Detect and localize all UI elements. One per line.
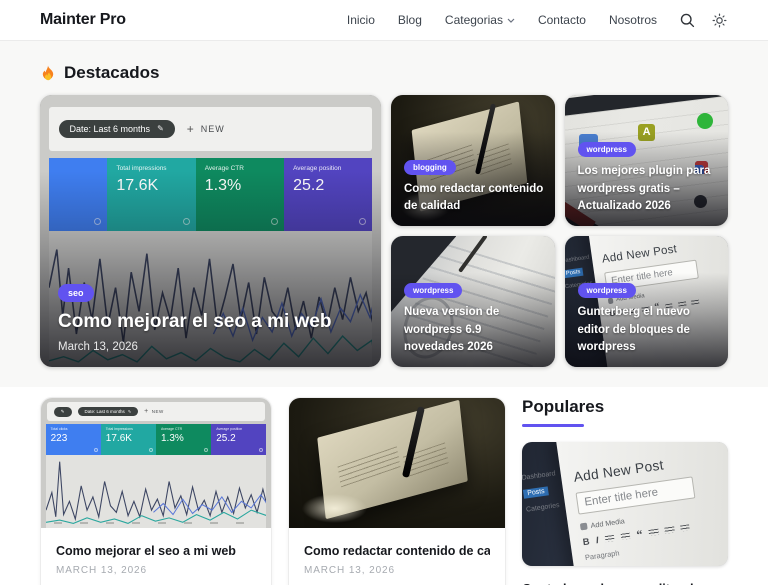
recent-posts-section: ✎ Date: Last 6 months ✎ + NEW Total clicks…	[0, 387, 768, 585]
popular-post-title[interactable]: Gunterberg el nuevo editor de bloques de…	[522, 580, 728, 585]
image-gradient-overlay	[391, 236, 555, 367]
post-title[interactable]: Los mejores plugin para wordpress gratis…	[577, 165, 711, 212]
image-gradient-overlay	[564, 236, 728, 367]
main-nav: Inicio Blog Categorias Contacto Nosotros	[347, 13, 657, 27]
populares-heading: Populares	[522, 397, 605, 416]
populares-sidebar: Populares Dashboard Posts Categories Add…	[522, 397, 728, 585]
post-title[interactable]: Como redactar contenido de calidad	[404, 182, 544, 212]
heading-underline	[522, 424, 584, 427]
wp-editor-image: Dashboard Posts Categories Add New Post …	[522, 442, 728, 566]
popular-post-thumbnail[interactable]: Dashboard Posts Categories Add New Post …	[522, 442, 728, 566]
mock-metric-clicks: Total clicks 223	[45, 424, 101, 456]
nav-item-nosotros[interactable]: Nosotros	[608, 13, 657, 27]
recent-card-seo[interactable]: ✎ Date: Last 6 months ✎ + NEW Total clicks…	[40, 397, 272, 585]
featured-card-seo[interactable]: Date: Last 6 months✎ +NEW Total impressi…	[40, 95, 381, 367]
featured-heading: Destacados	[64, 63, 160, 82]
post-title[interactable]: Como mejorar el seo a mi web	[58, 311, 332, 333]
post-date: March 13, 2026	[304, 565, 395, 576]
theme-toggle-sun-icon[interactable]	[711, 12, 728, 29]
flame-icon	[42, 65, 54, 81]
category-badge[interactable]: wordpress	[404, 283, 463, 299]
category-badge[interactable]: blogging	[404, 159, 456, 175]
post-date: March 13, 2026	[56, 565, 147, 576]
nav-item-categorias[interactable]: Categorias	[445, 13, 515, 27]
mock-site-filter: ✎	[53, 406, 72, 417]
post-date: March 13, 2026	[58, 341, 138, 353]
category-badge[interactable]: wordpress	[577, 283, 636, 299]
featured-section: Destacados Date: Last 6 months✎ +NEW Tot…	[0, 41, 768, 387]
category-badge[interactable]: wordpress	[577, 142, 636, 158]
post-title[interactable]: Como mejorar el seo a mi web	[56, 544, 236, 558]
site-header: Mainter Pro Inicio Blog Categorias Conta…	[0, 0, 768, 41]
recent-card-contenido[interactable]: Como redactar contenido de calidad March…	[288, 397, 506, 585]
mock-metric-ctr: Average CTR 1.3%	[156, 424, 212, 456]
mock-metric-position: Average position 25.2	[211, 424, 267, 456]
nav-item-contacto[interactable]: Contacto	[537, 13, 586, 27]
featured-card-wp69[interactable]: wordpress Nueva version de wordpress 6.9…	[391, 236, 555, 367]
mock-metric-impressions: Total impressions 17.6K	[100, 424, 156, 456]
notebook-image	[289, 398, 505, 528]
image-gradient-overlay	[40, 95, 381, 367]
post-title[interactable]: Como redactar contenido de calidad	[304, 544, 490, 558]
image-gradient-overlay	[564, 95, 728, 226]
site-logo[interactable]: Mainter Pro	[40, 11, 126, 28]
category-badge[interactable]: seo	[58, 284, 94, 303]
nav-item-label: Categorias	[444, 13, 503, 27]
mock-new-button: +NEW	[144, 408, 164, 416]
post-title[interactable]: Nueva version de wordpress 6.9 novedades…	[404, 306, 500, 353]
mock-axis-labels	[54, 522, 258, 524]
featured-card-gutenberg[interactable]: Dashboard Posts Categories Add New Post …	[564, 236, 728, 367]
featured-grid: Date: Last 6 months✎ +NEW Total impressi…	[40, 95, 728, 367]
nav-item-inicio[interactable]: Inicio	[346, 13, 375, 27]
chevron-down-icon	[507, 18, 515, 23]
post-title[interactable]: Gunterberg el nuevo editor de bloques de…	[577, 306, 690, 353]
featured-card-plugins[interactable]: A wordpress Los mejores plugin para word…	[564, 95, 728, 226]
mock-date-filter: Date: Last 6 months✎	[77, 407, 139, 417]
search-icon[interactable]	[679, 12, 696, 29]
nav-item-blog[interactable]: Blog	[397, 13, 422, 27]
featured-card-blogging[interactable]: blogging Como redactar contenido de cali…	[391, 95, 555, 226]
mock-line-chart	[45, 455, 267, 528]
search-console-image: ✎ Date: Last 6 months ✎ + NEW Total clicks…	[41, 398, 271, 528]
